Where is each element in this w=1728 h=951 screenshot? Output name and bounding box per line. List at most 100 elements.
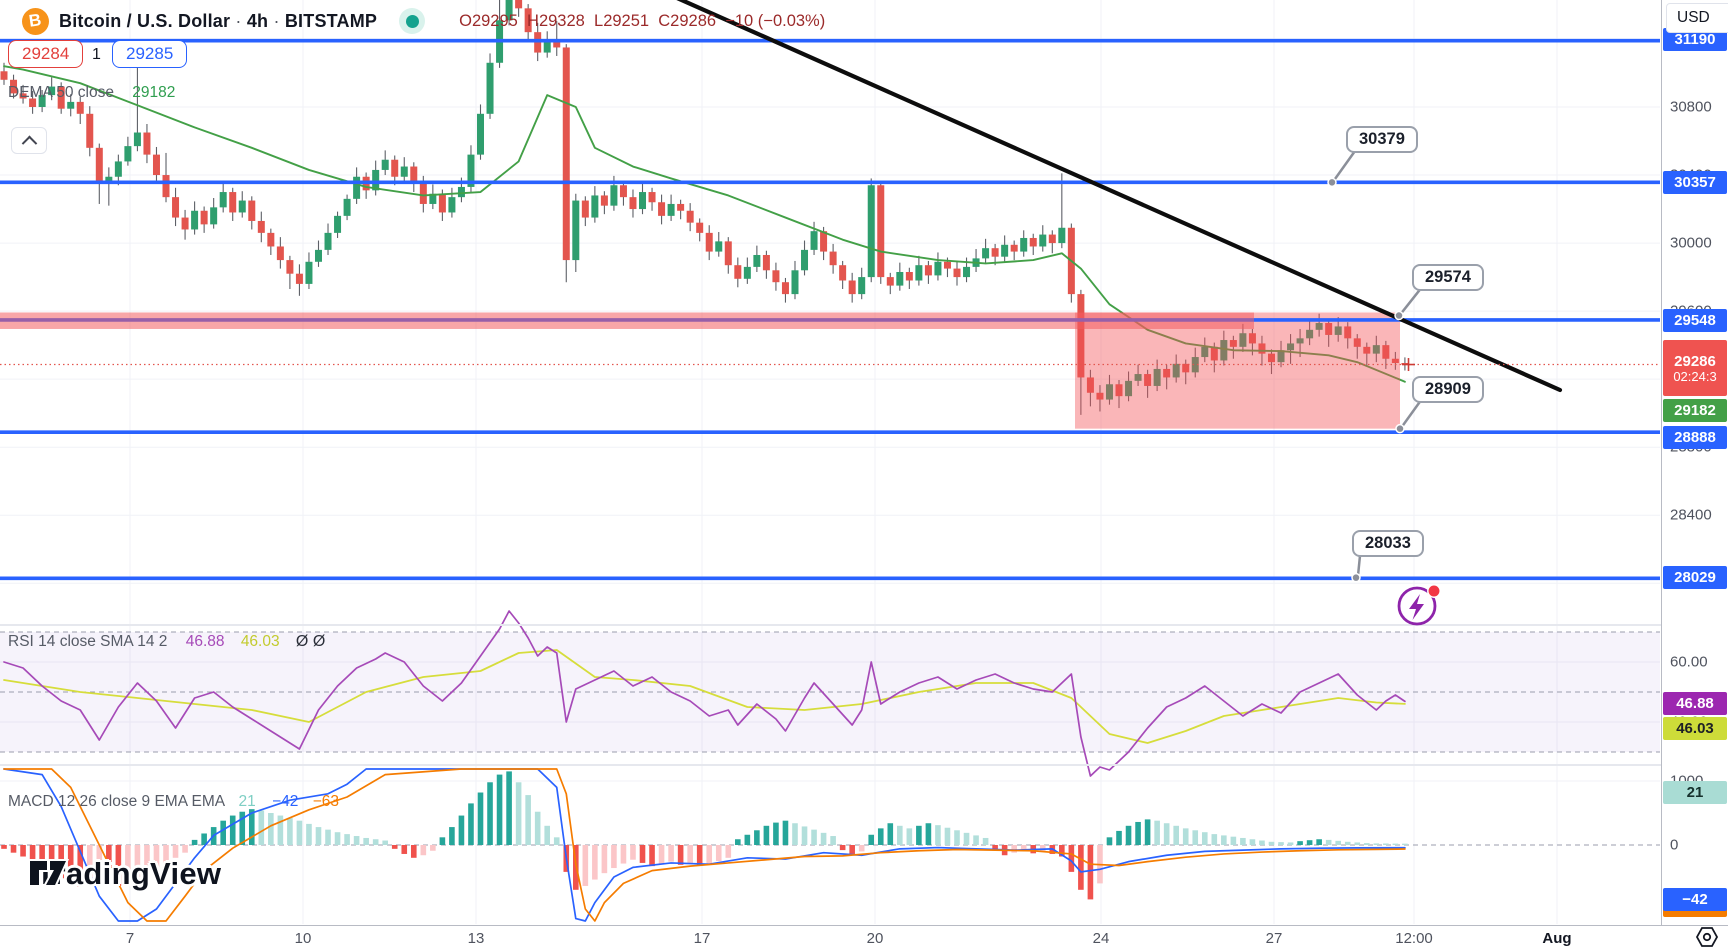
candle-body: [1048, 234, 1056, 244]
buy-price-button[interactable]: 29285: [112, 40, 188, 68]
axis-price-badge[interactable]: 21: [1663, 781, 1727, 804]
macd-hist-bar: [220, 820, 226, 845]
symbol-title[interactable]: Bitcoin / U.S. Dollar · 4h · BITSTAMP: [59, 10, 378, 31]
time-axis-label[interactable]: 24: [1092, 930, 1110, 947]
price-callout-label[interactable]: 30379: [1346, 126, 1418, 154]
macd-hist-bar: [268, 813, 274, 845]
macd-hist-bar: [677, 845, 684, 865]
candle-body: [1315, 323, 1323, 330]
macd-hist-bar: [668, 845, 674, 862]
candle-body: [105, 176, 113, 182]
macd-hist-bar: [29, 845, 36, 862]
market-status-icon[interactable]: [399, 8, 426, 34]
symbol-header[interactable]: B Bitcoin / U.S. Dollar · 4h · BITSTAMP …: [22, 4, 825, 38]
interval-label[interactable]: 4h: [246, 10, 269, 31]
macd-hist-bar: [1325, 839, 1332, 845]
change-text: −10 (−0.03%): [725, 11, 826, 30]
candle-body: [734, 265, 742, 279]
candle-body: [953, 268, 961, 278]
axis-price-badge[interactable]: 29286 02:24:3: [1663, 340, 1727, 396]
axis-price-badge[interactable]: 31190: [1663, 28, 1727, 51]
macd-hist-bar: [1039, 845, 1046, 852]
candle-body: [1391, 358, 1399, 363]
macd-hist-bar: [601, 845, 608, 874]
macd-hist-bar: [506, 771, 512, 845]
candle-body: [257, 220, 265, 233]
settings-gear-icon[interactable]: [1694, 926, 1720, 948]
macd-hist-bar: [86, 845, 93, 885]
candle-body: [600, 195, 608, 206]
price-callout-label[interactable]: 28033: [1352, 529, 1424, 557]
candle-body: [801, 249, 809, 271]
candle-body: [410, 166, 418, 184]
macd-hist-bar: [458, 815, 465, 845]
currency-toggle-button[interactable]: USD: [1666, 3, 1728, 33]
candle-body: [915, 265, 923, 281]
axis-price-badge[interactable]: 46.88: [1663, 692, 1727, 715]
candle-body: [305, 261, 313, 284]
candle-body: [1382, 345, 1390, 359]
macd-hist-bar: [906, 828, 913, 845]
time-axis-label[interactable]: 13: [467, 930, 485, 947]
macd-legend[interactable]: MACD 12 26 close 9 EMA EMA 21 −42 −63: [8, 793, 340, 810]
collapse-pane-button[interactable]: [11, 127, 47, 154]
time-axis-label[interactable]: Aug: [1542, 930, 1572, 947]
candle-body: [1201, 346, 1209, 358]
macd-hist-bar: [144, 845, 150, 872]
macd-hist-bar: [877, 828, 884, 845]
time-axis-label[interactable]: 27: [1265, 930, 1283, 947]
macd-hist-bar: [801, 826, 808, 845]
alert-lightning-icon[interactable]: [1396, 583, 1444, 631]
macd-hist-bar: [477, 792, 484, 845]
macd-hist-bar: [1135, 821, 1141, 845]
axis-price-badge[interactable]: 29182: [1663, 399, 1727, 422]
candle-body: [1258, 343, 1266, 354]
rsi-legend[interactable]: RSI 14 close SMA 14 2 46.88 46.03 Ø Ø: [8, 633, 326, 650]
time-axis[interactable]: 7 10 13 17 20 24 27 12:00 Aug: [0, 925, 1728, 951]
time-axis-label[interactable]: 20: [866, 930, 884, 947]
sell-price-button[interactable]: 29284: [8, 40, 84, 68]
macd-hist-bar: [687, 845, 693, 863]
macd-hist-bar: [620, 845, 627, 864]
time-axis-label[interactable]: 12:00: [1395, 930, 1433, 947]
pane-separator[interactable]: [0, 764, 1728, 766]
candle-body: [124, 146, 132, 162]
axis-price-badge[interactable]: 28888: [1663, 426, 1727, 449]
macd-hist-bar: [163, 845, 169, 863]
dema-legend[interactable]: DEMA 50 close 29182: [8, 84, 176, 101]
candle-body: [400, 166, 408, 177]
price-callout-label[interactable]: 28909: [1412, 375, 1484, 403]
macd-hist-bar: [706, 845, 713, 864]
candle-body: [486, 62, 494, 114]
macd-hist-bar: [1173, 825, 1179, 845]
price-axis[interactable]: 3080030400300002960029200288002840028000…: [1661, 0, 1728, 951]
candle-body: [29, 98, 37, 107]
macd-hist-bar: [735, 839, 741, 845]
macd-hist-bar: [325, 829, 331, 845]
axis-price-badge[interactable]: 30357: [1663, 171, 1727, 194]
macd-hist-bar: [525, 795, 531, 845]
pane-separator[interactable]: [0, 624, 1728, 626]
candle-body: [1210, 346, 1218, 361]
time-axis-label[interactable]: 10: [294, 930, 312, 947]
axis-price-badge[interactable]: 29548: [1663, 309, 1727, 332]
axis-price-badge[interactable]: 28029: [1663, 566, 1727, 589]
exchange-label[interactable]: BITSTAMP: [284, 10, 378, 31]
macd-hist-bar: [744, 834, 751, 845]
chart-canvas[interactable]: [0, 0, 1660, 924]
candle-body: [724, 241, 732, 266]
price-callout-label[interactable]: 29574: [1412, 263, 1484, 291]
axis-price-badge[interactable]: 46.03: [1663, 717, 1727, 740]
callout-tail: [1400, 288, 1421, 315]
macd-hist-bar: [887, 823, 894, 845]
tradingview-logo-icon: [28, 859, 70, 887]
time-axis-label[interactable]: 17: [693, 930, 711, 947]
axis-tick-label: 60.00: [1670, 653, 1708, 671]
time-axis-label[interactable]: 7: [125, 930, 135, 947]
macd-hist-bar: [830, 836, 836, 845]
axis-price-badge[interactable]: −42: [1663, 888, 1727, 911]
candle-body: [1096, 392, 1104, 400]
macd-hist-bar: [992, 845, 998, 851]
order-qty[interactable]: 1: [92, 46, 101, 63]
candle-body: [553, 40, 561, 48]
